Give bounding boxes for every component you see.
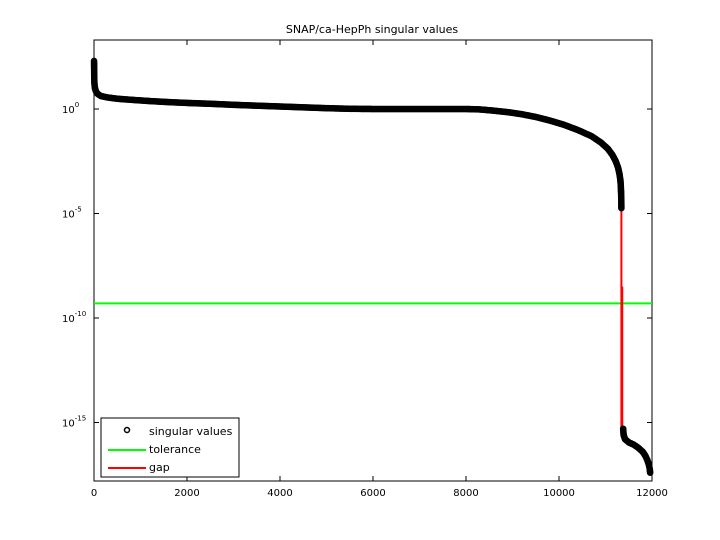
y-tick-label-base: 10 <box>62 314 75 325</box>
x-tick-label: 6000 <box>360 488 385 499</box>
singular-value-point <box>646 469 654 476</box>
y-tick-label-base: 10 <box>62 419 75 430</box>
axis-ticks: 0 2000 4000 6000 8000 10000 1200010010-510-101… <box>62 40 668 499</box>
x-tick-label: 8000 <box>453 488 478 499</box>
y-tick-label: 100 <box>62 101 79 116</box>
y-tick-label-base: 10 <box>62 105 75 116</box>
plot-area <box>93 39 653 482</box>
chart-title: SNAP/ca-HepPh singular values <box>286 23 459 36</box>
y-tick-label: 10-15 <box>62 415 86 430</box>
y-tick-label: 10-10 <box>62 310 86 325</box>
y-tick-label-exponent: -10 <box>75 310 86 318</box>
legend-label-singular-values: singular values <box>149 425 233 438</box>
x-tick-label: 4000 <box>267 488 292 499</box>
y-tick-label-base: 10 <box>62 210 75 221</box>
y-tick-label-exponent: -5 <box>75 206 82 214</box>
x-tick-label: 2000 <box>174 488 199 499</box>
y-tick-label: 10-5 <box>62 206 82 221</box>
x-tick-label: 10000 <box>543 488 575 499</box>
legend-label-tolerance: tolerance <box>149 443 201 456</box>
y-tick-label-exponent: 0 <box>75 101 79 109</box>
y-tick-label-exponent: -15 <box>75 415 86 423</box>
x-tick-label: 0 <box>91 488 97 499</box>
legend-label-gap: gap <box>149 461 170 474</box>
legend: singular values tolerance gap <box>100 417 240 478</box>
singular-value-point <box>618 204 625 212</box>
series-gap <box>620 209 624 429</box>
series-singular-values <box>90 57 654 476</box>
legend-marker-singular-values <box>123 426 131 434</box>
x-tick-label: 12000 <box>636 488 668 499</box>
